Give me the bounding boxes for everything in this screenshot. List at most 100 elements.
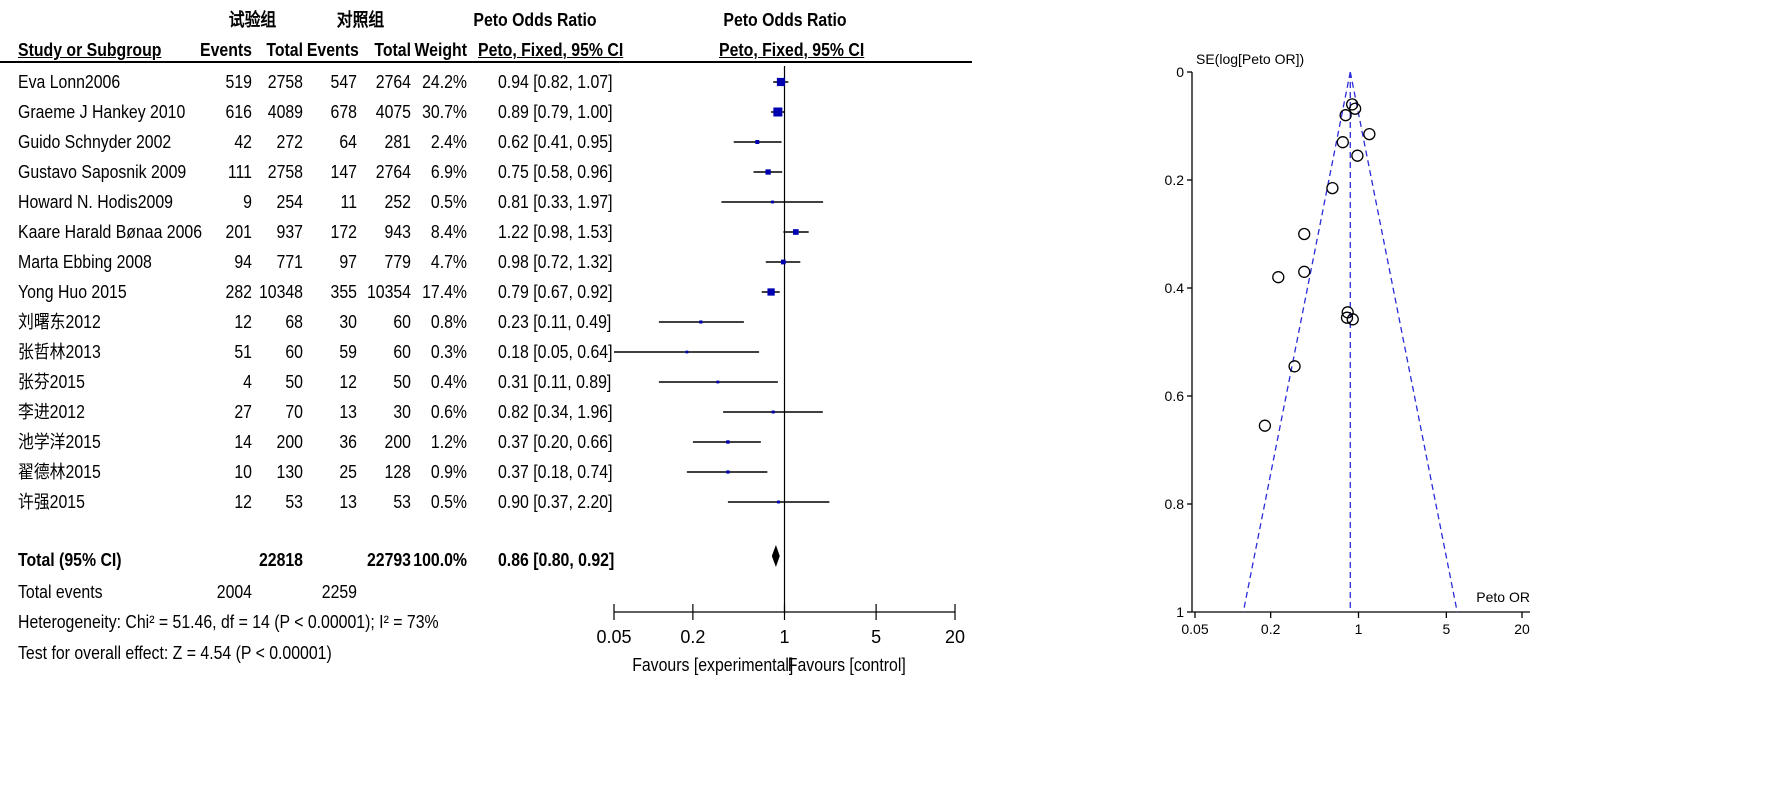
events-ctl-cell: 147	[330, 162, 357, 182]
events-exp-cell: 10	[234, 462, 252, 482]
total-ctl-cell: 128	[384, 462, 411, 482]
col-events-exp: Events	[200, 40, 252, 60]
events-exp-cell: 94	[234, 252, 252, 272]
events-exp-cell: 282	[225, 282, 252, 302]
ci-cell: 0.79 [0.67, 0.92]	[498, 282, 613, 302]
events-ctl-cell: 25	[339, 462, 357, 482]
total-ctl-cell: 2764	[375, 72, 411, 92]
forest-table: 试验组 对照组 Peto Odds Ratio Peto Odds Ratio …	[18, 10, 906, 675]
funnel-x-tick-label: 0.05	[1181, 621, 1208, 637]
col-weight: Weight	[414, 40, 467, 60]
events-ctl-cell: 11	[340, 192, 357, 212]
point-estimate-square	[726, 470, 730, 474]
ratio-title: Peto Odds Ratio	[473, 10, 597, 30]
funnel-y-axis-label: SE(log[Peto OR])	[1196, 51, 1304, 67]
funnel-x-tick-label: 1	[1355, 621, 1363, 637]
col-total-ctl: Total	[374, 40, 411, 60]
study-name-cell: 张芬2015	[18, 372, 85, 392]
events-ctl-cell: 172	[330, 222, 357, 242]
total-exp-cell: 771	[276, 252, 303, 272]
weight-cell: 0.3%	[430, 342, 467, 362]
events-ctl-cell: 59	[339, 342, 357, 362]
total-exp-cell: 200	[276, 432, 303, 452]
weight-cell: 0.6%	[430, 402, 467, 422]
funnel-x-tick-label: 20	[1514, 621, 1530, 637]
weight-cell: 8.4%	[430, 222, 467, 242]
point-estimate-square	[792, 229, 799, 235]
events-exp-cell: 4	[243, 372, 252, 392]
total-exp: 22818	[258, 550, 303, 570]
events-ctl-cell: 36	[339, 432, 357, 452]
events-ctl-cell: 355	[330, 282, 357, 302]
total-ctl-cell: 60	[393, 312, 411, 332]
total-ctl-cell: 2764	[375, 162, 411, 182]
funnel-y-tick-label: 0.4	[1165, 280, 1185, 296]
total-ctl-cell: 60	[393, 342, 411, 362]
events-ctl-cell: 547	[330, 72, 357, 92]
forest-x-tick-label: 0.2	[680, 627, 705, 647]
study-name-cell: 池学洋2015	[18, 432, 101, 452]
total-events-label: Total events	[18, 582, 103, 602]
events-exp-cell: 9	[243, 192, 252, 212]
funnel-point	[1340, 311, 1354, 324]
events-exp-cell: 51	[234, 342, 252, 362]
total-ctl-cell: 200	[384, 432, 411, 452]
study-name-cell: Yong Huo 2015	[18, 282, 127, 302]
total-exp-cell: 10348	[258, 282, 303, 302]
funnel-x-tick-label: 5	[1442, 621, 1450, 637]
weight-cell: 0.9%	[430, 462, 467, 482]
total-exp-cell: 4089	[267, 102, 303, 122]
funnel-point	[1345, 98, 1359, 111]
funnel-point	[1272, 271, 1285, 284]
point-estimate-square	[765, 169, 771, 175]
point-estimate-square	[773, 107, 783, 117]
study-name-cell: Gustavo Saposnik 2009	[18, 162, 187, 182]
funnel-y-tick-label: 0.8	[1165, 496, 1185, 512]
study-name-cell: 刘曙东2012	[18, 312, 101, 332]
total-events-exp: 2004	[216, 582, 252, 602]
point-estimate-square	[726, 440, 730, 444]
funnel-point	[1346, 313, 1359, 326]
funnel-y-tick-label: 0.2	[1165, 172, 1185, 188]
total-ctl: 22793	[366, 550, 411, 570]
weight-cell: 2.4%	[430, 132, 467, 152]
events-exp-cell: 42	[234, 132, 252, 152]
favours-experimental: Favours [experimental]	[632, 655, 794, 675]
weight-cell: 4.7%	[430, 252, 467, 272]
funnel-point	[1336, 136, 1349, 149]
study-name-cell: 翟德林2015	[18, 462, 101, 482]
events-ctl-cell: 12	[339, 372, 357, 392]
forest-x-tick-label: 1	[779, 627, 789, 647]
overall-effect-text: Test for overall effect: Z = 4.54 (P < 0…	[18, 643, 332, 663]
forest-plot: 0.05 0.2 1 5 20	[0, 61, 972, 647]
weight-cell: 24.2%	[422, 72, 467, 92]
total-ctl-cell: 30	[393, 402, 411, 422]
events-exp-cell: 12	[234, 312, 252, 332]
point-estimate-square	[716, 380, 720, 384]
funnel-left-boundary	[1242, 71, 1351, 613]
heterogeneity-text: Heterogeneity: Chi² = 51.46, df = 14 (P …	[18, 612, 439, 632]
funnel-point	[1339, 109, 1352, 122]
total-exp-cell: 937	[276, 222, 303, 242]
funnel-right-boundary	[1349, 71, 1458, 613]
total-exp-cell: 70	[285, 402, 303, 422]
point-estimate-square	[767, 288, 775, 296]
favours-control: Favours [control]	[787, 655, 906, 675]
ci-cell: 0.23 [0.11, 0.49]	[498, 312, 612, 332]
ratio-title-plot: Peto Odds Ratio	[723, 10, 847, 30]
events-ctl-cell: 64	[339, 132, 357, 152]
study-name-cell: Marta Ebbing 2008	[18, 252, 152, 272]
ci-cell: 0.31 [0.11, 0.89]	[498, 372, 612, 392]
ci-cell: 0.18 [0.05, 0.64]	[498, 342, 613, 362]
pooled-diamond	[771, 545, 780, 567]
forest-x-tick-label: 5	[871, 627, 881, 647]
weight-cell: 17.4%	[422, 282, 467, 302]
ci-cell: 0.82 [0.34, 1.96]	[498, 402, 613, 422]
ci-cell: 0.37 [0.20, 0.66]	[498, 432, 613, 452]
total-weight: 100.0%	[413, 550, 467, 570]
weight-cell: 0.8%	[430, 312, 467, 332]
total-exp-cell: 2758	[267, 72, 303, 92]
total-ctl-cell: 779	[384, 252, 411, 272]
events-exp-cell: 12	[234, 492, 252, 512]
funnel-point	[1258, 419, 1272, 432]
